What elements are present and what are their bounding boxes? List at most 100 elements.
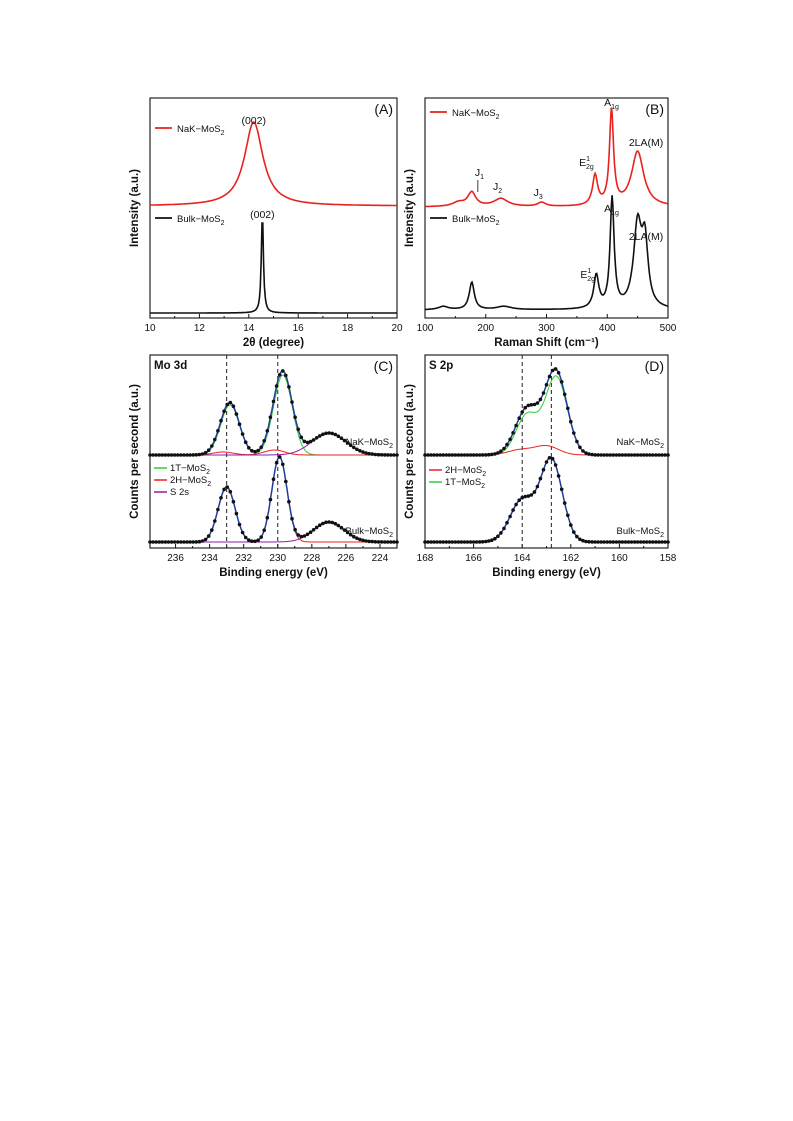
data-point-d	[547, 374, 552, 379]
data-point-d	[644, 453, 649, 457]
data-point-d	[626, 453, 631, 457]
data-point-d	[623, 453, 628, 457]
legend-label-d-sub: 2	[482, 471, 486, 478]
data-point-d	[587, 452, 591, 456]
data-point-c	[296, 427, 301, 432]
data-point-d	[426, 540, 430, 544]
data-point-c	[364, 539, 368, 543]
data-point-d	[581, 449, 585, 453]
data-point-c	[240, 432, 245, 436]
data-point-c	[262, 439, 267, 443]
data-point-c	[157, 453, 162, 457]
data-point-d	[629, 453, 634, 457]
data-point-d	[517, 416, 521, 421]
data-point-d	[648, 453, 652, 457]
legend-label-c-sub: 2	[207, 481, 211, 488]
data-point-d	[459, 540, 464, 544]
legend-label-a-sub: 2	[221, 130, 225, 137]
data-point-c	[352, 445, 356, 450]
series-line-b	[425, 195, 669, 311]
x-tick-label-a: 14	[243, 323, 255, 334]
data-point-d	[663, 540, 667, 544]
data-point-d	[435, 540, 439, 544]
x-tick-label-c: 226	[338, 553, 355, 564]
x-tick-label-b: 500	[660, 323, 677, 334]
data-point-c	[237, 422, 242, 427]
data-point-c	[151, 453, 155, 457]
data-point-d	[520, 495, 524, 500]
series-label-c-main: NaK−MoS	[346, 437, 390, 448]
y-axis-label-c: Counts per second (a.u.)	[129, 384, 141, 519]
legend-label-c-sub: 2	[206, 469, 210, 476]
data-point-d	[526, 403, 531, 408]
data-point-d	[550, 456, 555, 461]
data-point-c	[206, 448, 211, 453]
data-point-c	[389, 540, 393, 544]
data-point-d	[648, 540, 652, 544]
peak-annotation-b-main: J	[475, 167, 480, 179]
data-point-c	[277, 373, 282, 377]
data-point-c	[179, 453, 183, 457]
data-point-c	[392, 453, 396, 457]
x-tick-label-a: 18	[342, 323, 354, 334]
data-point-d	[465, 453, 470, 457]
data-point-c	[203, 450, 208, 455]
data-point-c	[160, 540, 165, 544]
data-point-d	[559, 380, 564, 384]
data-point-c	[256, 448, 260, 453]
data-point-c	[259, 445, 264, 450]
data-point-d	[611, 453, 616, 457]
data-point-c	[314, 436, 319, 440]
data-point-c	[367, 539, 372, 544]
data-point-d	[623, 540, 628, 544]
data-point-d	[566, 513, 570, 518]
x-tick-label-d: 166	[465, 553, 482, 564]
data-point-d	[459, 453, 464, 457]
panel-b: 100 200 300 400 500 Raman Shift (cm⁻¹) Intensi…	[404, 97, 677, 349]
data-point-c	[237, 522, 242, 527]
series-label-d: NaK−MoS2	[617, 437, 665, 450]
data-point-d	[450, 453, 455, 457]
data-point-d	[438, 453, 443, 457]
data-point-d	[480, 453, 485, 457]
data-point-d	[602, 453, 606, 457]
peak-annotation-b: 2LA(M)	[629, 231, 663, 243]
data-point-c	[299, 435, 304, 440]
data-point-d	[632, 540, 637, 544]
data-point-c	[382, 453, 387, 457]
data-point-c	[163, 540, 168, 544]
peak-annotation-b-sub: 1g	[611, 210, 619, 217]
data-point-d	[423, 540, 427, 544]
data-point-c	[287, 385, 291, 389]
series-line-a	[150, 222, 397, 314]
data-point-d	[444, 540, 449, 544]
data-point-c	[321, 432, 325, 437]
data-point-d	[480, 540, 485, 544]
data-point-c	[352, 534, 356, 539]
peak-annotation-b: A1g	[604, 97, 619, 111]
data-point-c	[191, 540, 195, 544]
data-point-c	[179, 540, 183, 544]
data-point-c	[172, 453, 177, 457]
data-point-d	[544, 383, 549, 387]
data-point-c	[311, 438, 316, 442]
data-point-d	[514, 502, 518, 507]
data-point-c	[268, 497, 273, 502]
data-point-c	[345, 441, 350, 445]
data-point-c	[210, 528, 214, 532]
data-point-c	[305, 532, 310, 537]
data-point-c	[250, 539, 254, 543]
data-point-c	[213, 519, 217, 523]
data-point-c	[342, 438, 347, 443]
legend-label-d-sub: 2	[481, 483, 485, 490]
data-point-d	[538, 476, 543, 481]
series-line-a	[150, 121, 397, 207]
series-label-d-sub: 2	[660, 532, 664, 539]
x-tick-label-d: 168	[417, 553, 434, 564]
x-tick-label-c: 224	[372, 553, 389, 564]
data-point-d	[587, 540, 591, 544]
data-point-d	[496, 534, 500, 539]
data-point-d	[532, 490, 537, 494]
peak-annotation-b: A1g	[604, 203, 619, 217]
data-point-d	[447, 540, 452, 544]
